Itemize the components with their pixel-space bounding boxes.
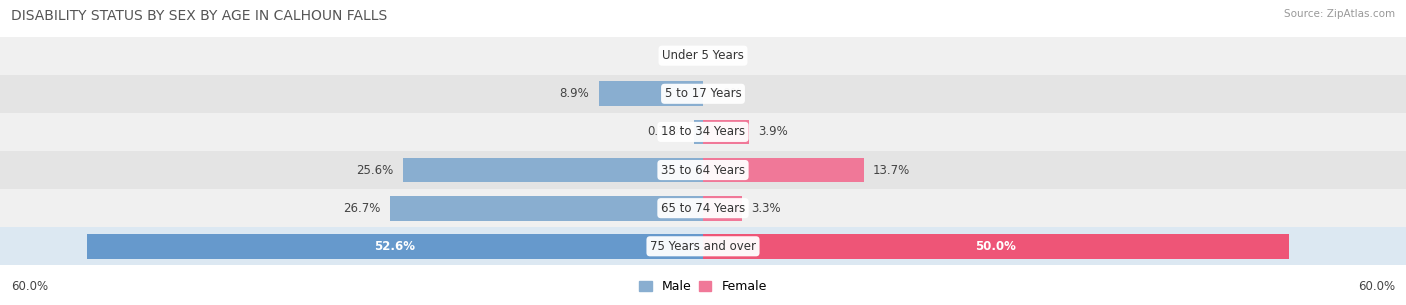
Bar (703, 120, 749, 144)
Text: 3.3%: 3.3% (751, 202, 780, 215)
Bar (87, 234, 703, 259)
Text: 0.74%: 0.74% (648, 125, 685, 138)
Text: 5 to 17 Years: 5 to 17 Years (665, 87, 741, 100)
Bar (0, 37, 1406, 75)
Text: 25.6%: 25.6% (357, 163, 394, 177)
Text: 50.0%: 50.0% (976, 240, 1017, 253)
Text: Source: ZipAtlas.com: Source: ZipAtlas.com (1284, 9, 1395, 19)
Bar (391, 196, 703, 221)
Text: 0.0%: 0.0% (664, 49, 693, 62)
Text: Under 5 Years: Under 5 Years (662, 49, 744, 62)
Text: 13.7%: 13.7% (873, 163, 910, 177)
Bar (599, 81, 703, 106)
Bar (0, 227, 1406, 265)
Text: 60.0%: 60.0% (11, 280, 48, 293)
Bar (0, 75, 1406, 113)
Text: 0.0%: 0.0% (713, 49, 742, 62)
Text: 26.7%: 26.7% (343, 202, 381, 215)
Bar (0, 151, 1406, 189)
Text: 0.0%: 0.0% (713, 87, 742, 100)
Legend: Male, Female: Male, Female (640, 280, 766, 293)
Bar (0, 113, 1406, 151)
Text: 8.9%: 8.9% (560, 87, 589, 100)
Text: 35 to 64 Years: 35 to 64 Years (661, 163, 745, 177)
Bar (0, 189, 1406, 227)
Bar (0, 227, 1406, 265)
Bar (703, 158, 863, 182)
Text: 3.9%: 3.9% (758, 125, 787, 138)
Bar (703, 196, 742, 221)
Bar (703, 234, 1289, 259)
Text: 60.0%: 60.0% (1358, 280, 1395, 293)
Text: 65 to 74 Years: 65 to 74 Years (661, 202, 745, 215)
Text: DISABILITY STATUS BY SEX BY AGE IN CALHOUN FALLS: DISABILITY STATUS BY SEX BY AGE IN CALHO… (11, 9, 388, 23)
Bar (695, 120, 703, 144)
Text: 18 to 34 Years: 18 to 34 Years (661, 125, 745, 138)
Bar (404, 158, 703, 182)
Text: 75 Years and over: 75 Years and over (650, 240, 756, 253)
Text: 52.6%: 52.6% (374, 240, 415, 253)
